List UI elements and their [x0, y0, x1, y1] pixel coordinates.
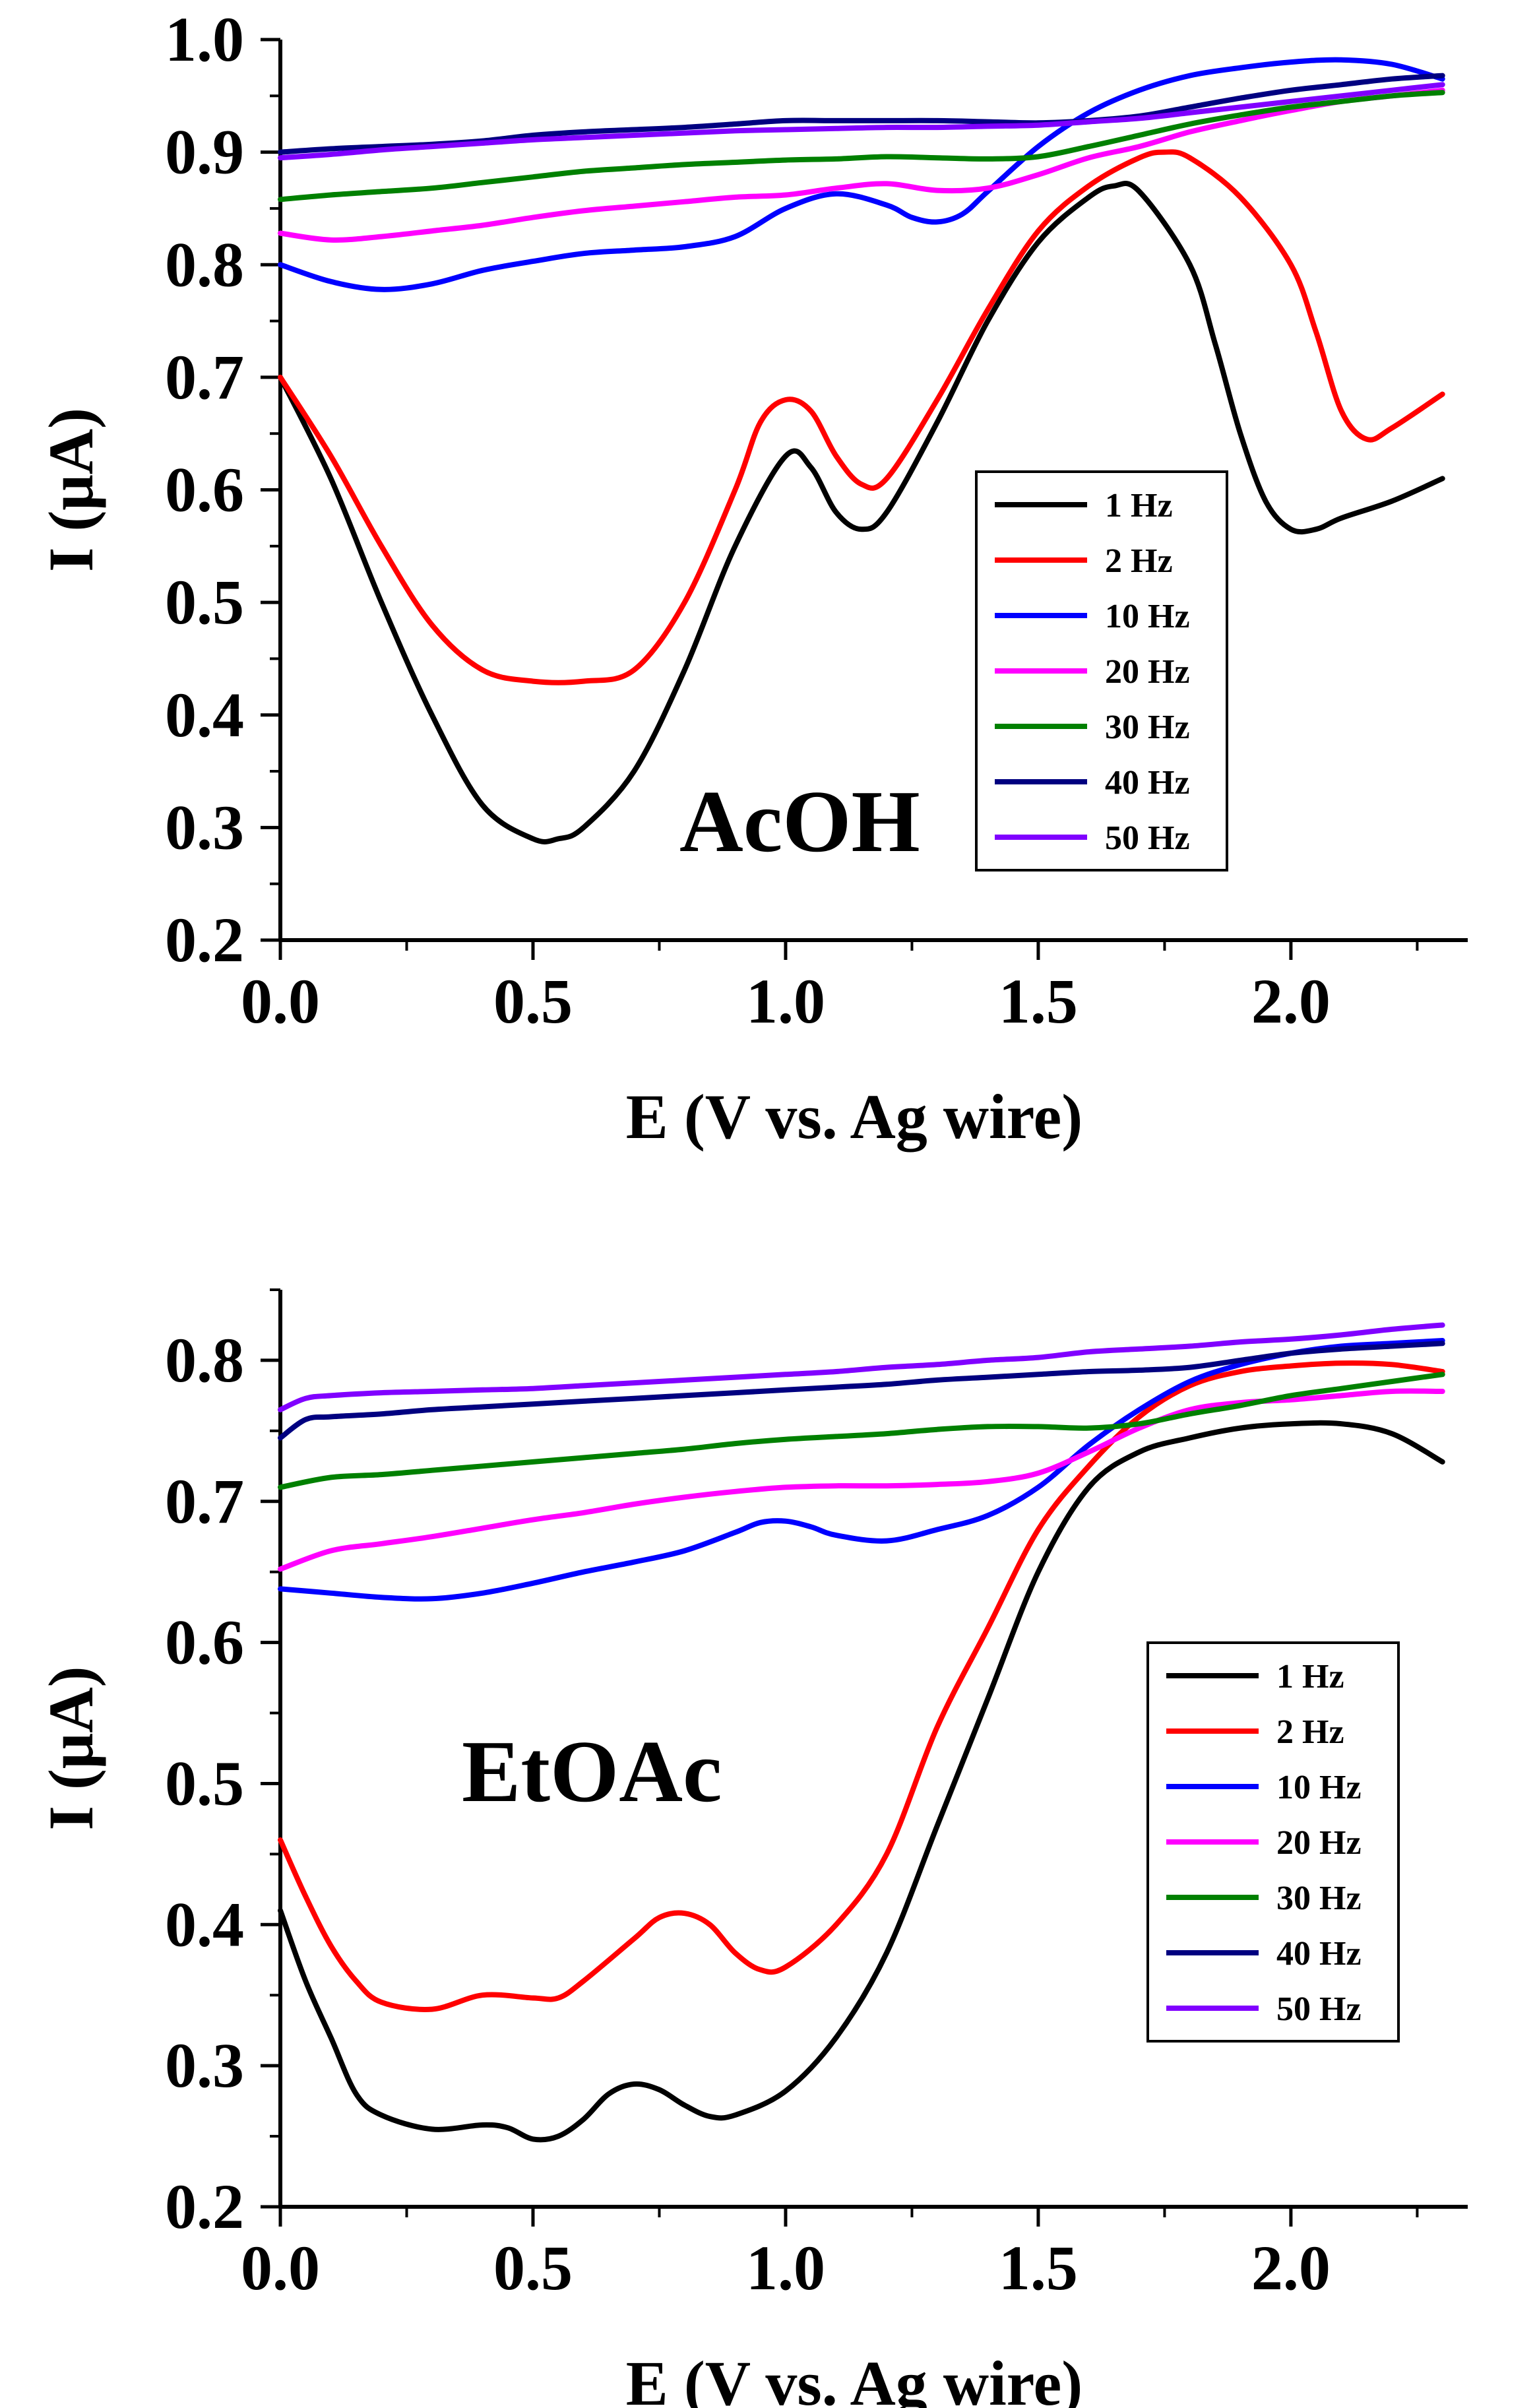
y-tick-label: 0.8 — [165, 229, 244, 300]
y-tick-label: 0.4 — [165, 680, 244, 750]
y-tick-label: 0.5 — [165, 1748, 244, 1818]
x-tick-label: 1.0 — [746, 2233, 825, 2303]
x-tick-label: 1.5 — [999, 966, 1078, 1036]
y-axis-title: I (μA) — [36, 408, 106, 572]
y-tick-label: 0.8 — [165, 1325, 244, 1395]
legend-label: 10 Hz — [1105, 598, 1190, 635]
x-tick-label: 0.5 — [493, 2233, 573, 2303]
x-tick-label: 2.0 — [1251, 966, 1331, 1036]
series-line-1-hz — [278, 181, 1445, 844]
y-tick-label: 0.4 — [165, 1889, 244, 1959]
x-tick-label: 2.0 — [1251, 2233, 1331, 2303]
x-tick-label: 1.5 — [999, 2233, 1078, 2303]
y-tick-label: 0.2 — [165, 904, 244, 975]
chart-panel-etoac: 0.0 0.5 1.0 1.5 2.0 0.2 0.3 0.4 0.5 0.6 0.7 0.8 E (V… — [36, 1288, 1468, 2408]
legend-label: 2 Hz — [1276, 1713, 1344, 1751]
legend-label: 30 Hz — [1105, 709, 1190, 746]
x-tick-label: 1.0 — [746, 966, 825, 1036]
y-tick-label: 0.6 — [165, 455, 244, 525]
series-line-1-hz — [278, 1420, 1445, 2143]
series-line-20-hz — [278, 87, 1445, 243]
y-tick-label: 0.3 — [165, 2030, 244, 2101]
y-tick-label: 1.0 — [165, 4, 244, 75]
x-axis-title: E (V vs. Ag wire) — [626, 2348, 1082, 2408]
y-tick-label: 0.9 — [165, 117, 244, 187]
series-line-30-hz — [278, 90, 1445, 203]
legend-label: 2 Hz — [1105, 542, 1173, 580]
y-tick-label: 0.2 — [165, 2171, 244, 2242]
legend-label: 20 Hz — [1105, 653, 1190, 691]
legend-label: 20 Hz — [1276, 1824, 1362, 1862]
chart-annotation: EtOAc — [462, 1723, 722, 1820]
x-tick-label: 0.0 — [241, 966, 320, 1036]
legend-label: 40 Hz — [1276, 1935, 1362, 1973]
legend-label: 30 Hz — [1276, 1880, 1362, 1917]
x-tick-label: 0.5 — [493, 966, 573, 1036]
series-line-10-hz — [278, 57, 1445, 292]
legend-label: 40 Hz — [1105, 764, 1190, 802]
x-axis-title: E (V vs. Ag wire) — [626, 1081, 1082, 1152]
y-tick-label: 0.5 — [165, 567, 244, 637]
series-line-20-hz — [278, 1388, 1445, 1572]
legend-label: 50 Hz — [1105, 819, 1190, 857]
series-line-2-hz — [278, 149, 1445, 685]
series-line-50-hz — [278, 82, 1445, 161]
series-line-40-hz — [278, 1341, 1445, 1441]
legend-label: 50 Hz — [1276, 1990, 1362, 2028]
series-line-2-hz — [278, 1360, 1445, 2012]
legend-label: 10 Hz — [1276, 1769, 1362, 1806]
chart-annotation: AcOH — [679, 773, 920, 870]
y-tick-label: 0.6 — [165, 1607, 244, 1678]
x-tick-label: 0.0 — [241, 2233, 320, 2303]
series-line-50-hz — [278, 1322, 1445, 1412]
y-tick-label: 0.7 — [165, 1466, 244, 1537]
chart-panel-acoh: 0.0 0.5 1.0 1.5 2.0 0.2 0.3 0.4 0.5 0.6 0.7 0.8 0.9 1… — [36, 4, 1468, 1152]
y-tick-label: 0.3 — [165, 792, 244, 862]
legend-label: 1 Hz — [1105, 487, 1173, 524]
series-line-30-hz — [278, 1372, 1445, 1490]
legend-label: 1 Hz — [1276, 1658, 1344, 1695]
series-line-10-hz — [278, 1338, 1445, 1602]
y-axis-title: I (μA) — [36, 1666, 106, 1830]
y-tick-label: 0.7 — [165, 342, 244, 412]
